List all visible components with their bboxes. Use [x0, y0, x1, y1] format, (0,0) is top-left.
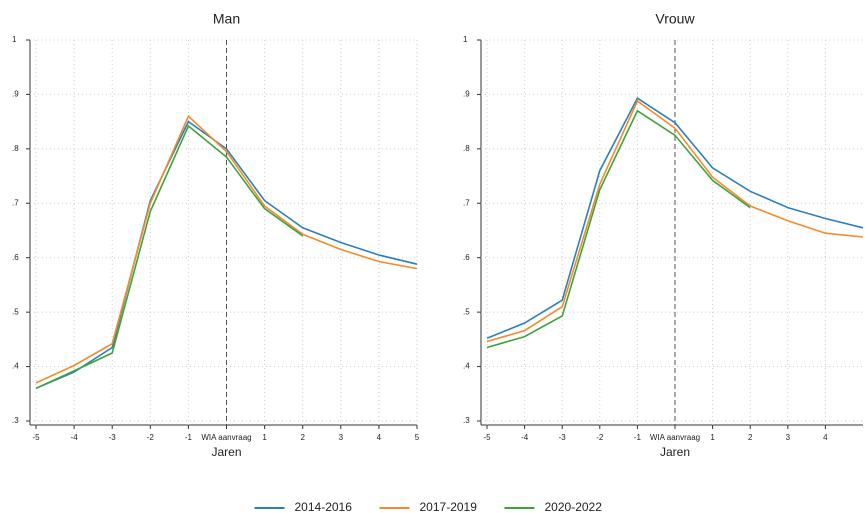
y-tick-label: .9: [12, 90, 19, 99]
series-line: [486, 97, 864, 340]
series-line: [35, 114, 418, 384]
x-tick-label: -4: [71, 433, 79, 442]
x-tick-label: -1: [185, 433, 193, 442]
x-tick-label: -3: [109, 433, 117, 442]
y-tick-label: .3: [12, 416, 19, 425]
x-tick-label: 2: [748, 433, 753, 442]
x-tick-label: -5: [32, 433, 40, 442]
series-line: [35, 124, 304, 390]
x-tick-label: 3: [786, 433, 791, 442]
legend-label: 2020-2022: [545, 500, 603, 513]
x-tick-label: 2: [300, 433, 305, 442]
x-tick-label: -5: [483, 433, 491, 442]
legend-label: 2017-2019: [420, 500, 478, 513]
x-tick-label: WIA aanvraag: [201, 433, 251, 442]
y-tick-label: .8: [463, 144, 470, 153]
series-line: [486, 99, 864, 343]
x-tick-label: -4: [521, 433, 529, 442]
x-tick-label: -1: [634, 433, 642, 442]
y-tick-label: .8: [12, 144, 19, 153]
x-axis-title: Jaren: [660, 445, 690, 459]
x-tick-label: 1: [262, 433, 267, 442]
x-tick-label: 4: [377, 433, 382, 442]
series-line: [486, 109, 751, 349]
legend-label: 2014-2016: [295, 500, 353, 513]
y-tick-label: 1: [463, 35, 468, 44]
y-tick-label: .4: [12, 362, 19, 371]
y-tick-label: 1: [12, 35, 17, 44]
y-tick-label: .4: [463, 362, 470, 371]
y-tick-label: .7: [463, 198, 470, 207]
x-tick-label: 5: [415, 433, 420, 442]
series-line: [35, 120, 418, 390]
y-tick-label: .3: [463, 416, 470, 425]
y-tick-label: .7: [12, 198, 19, 207]
chart-title: Vrouw: [655, 11, 695, 27]
x-tick-label: -2: [147, 433, 155, 442]
y-tick-label: .5: [12, 307, 19, 316]
x-tick-label: -2: [596, 433, 604, 442]
y-tick-label: .9: [463, 90, 470, 99]
x-tick-label: 4: [823, 433, 828, 442]
x-tick-label: -3: [559, 433, 567, 442]
y-tick-label: .5: [463, 307, 470, 316]
x-tick-label: 1: [710, 433, 715, 442]
y-tick-label: .6: [463, 253, 470, 262]
x-tick-label: 3: [339, 433, 344, 442]
y-tick-label: .6: [12, 253, 19, 262]
x-axis-title: Jaren: [211, 445, 241, 459]
x-tick-label: WIA aanvraag: [650, 433, 700, 442]
chart-title: Man: [213, 11, 240, 27]
